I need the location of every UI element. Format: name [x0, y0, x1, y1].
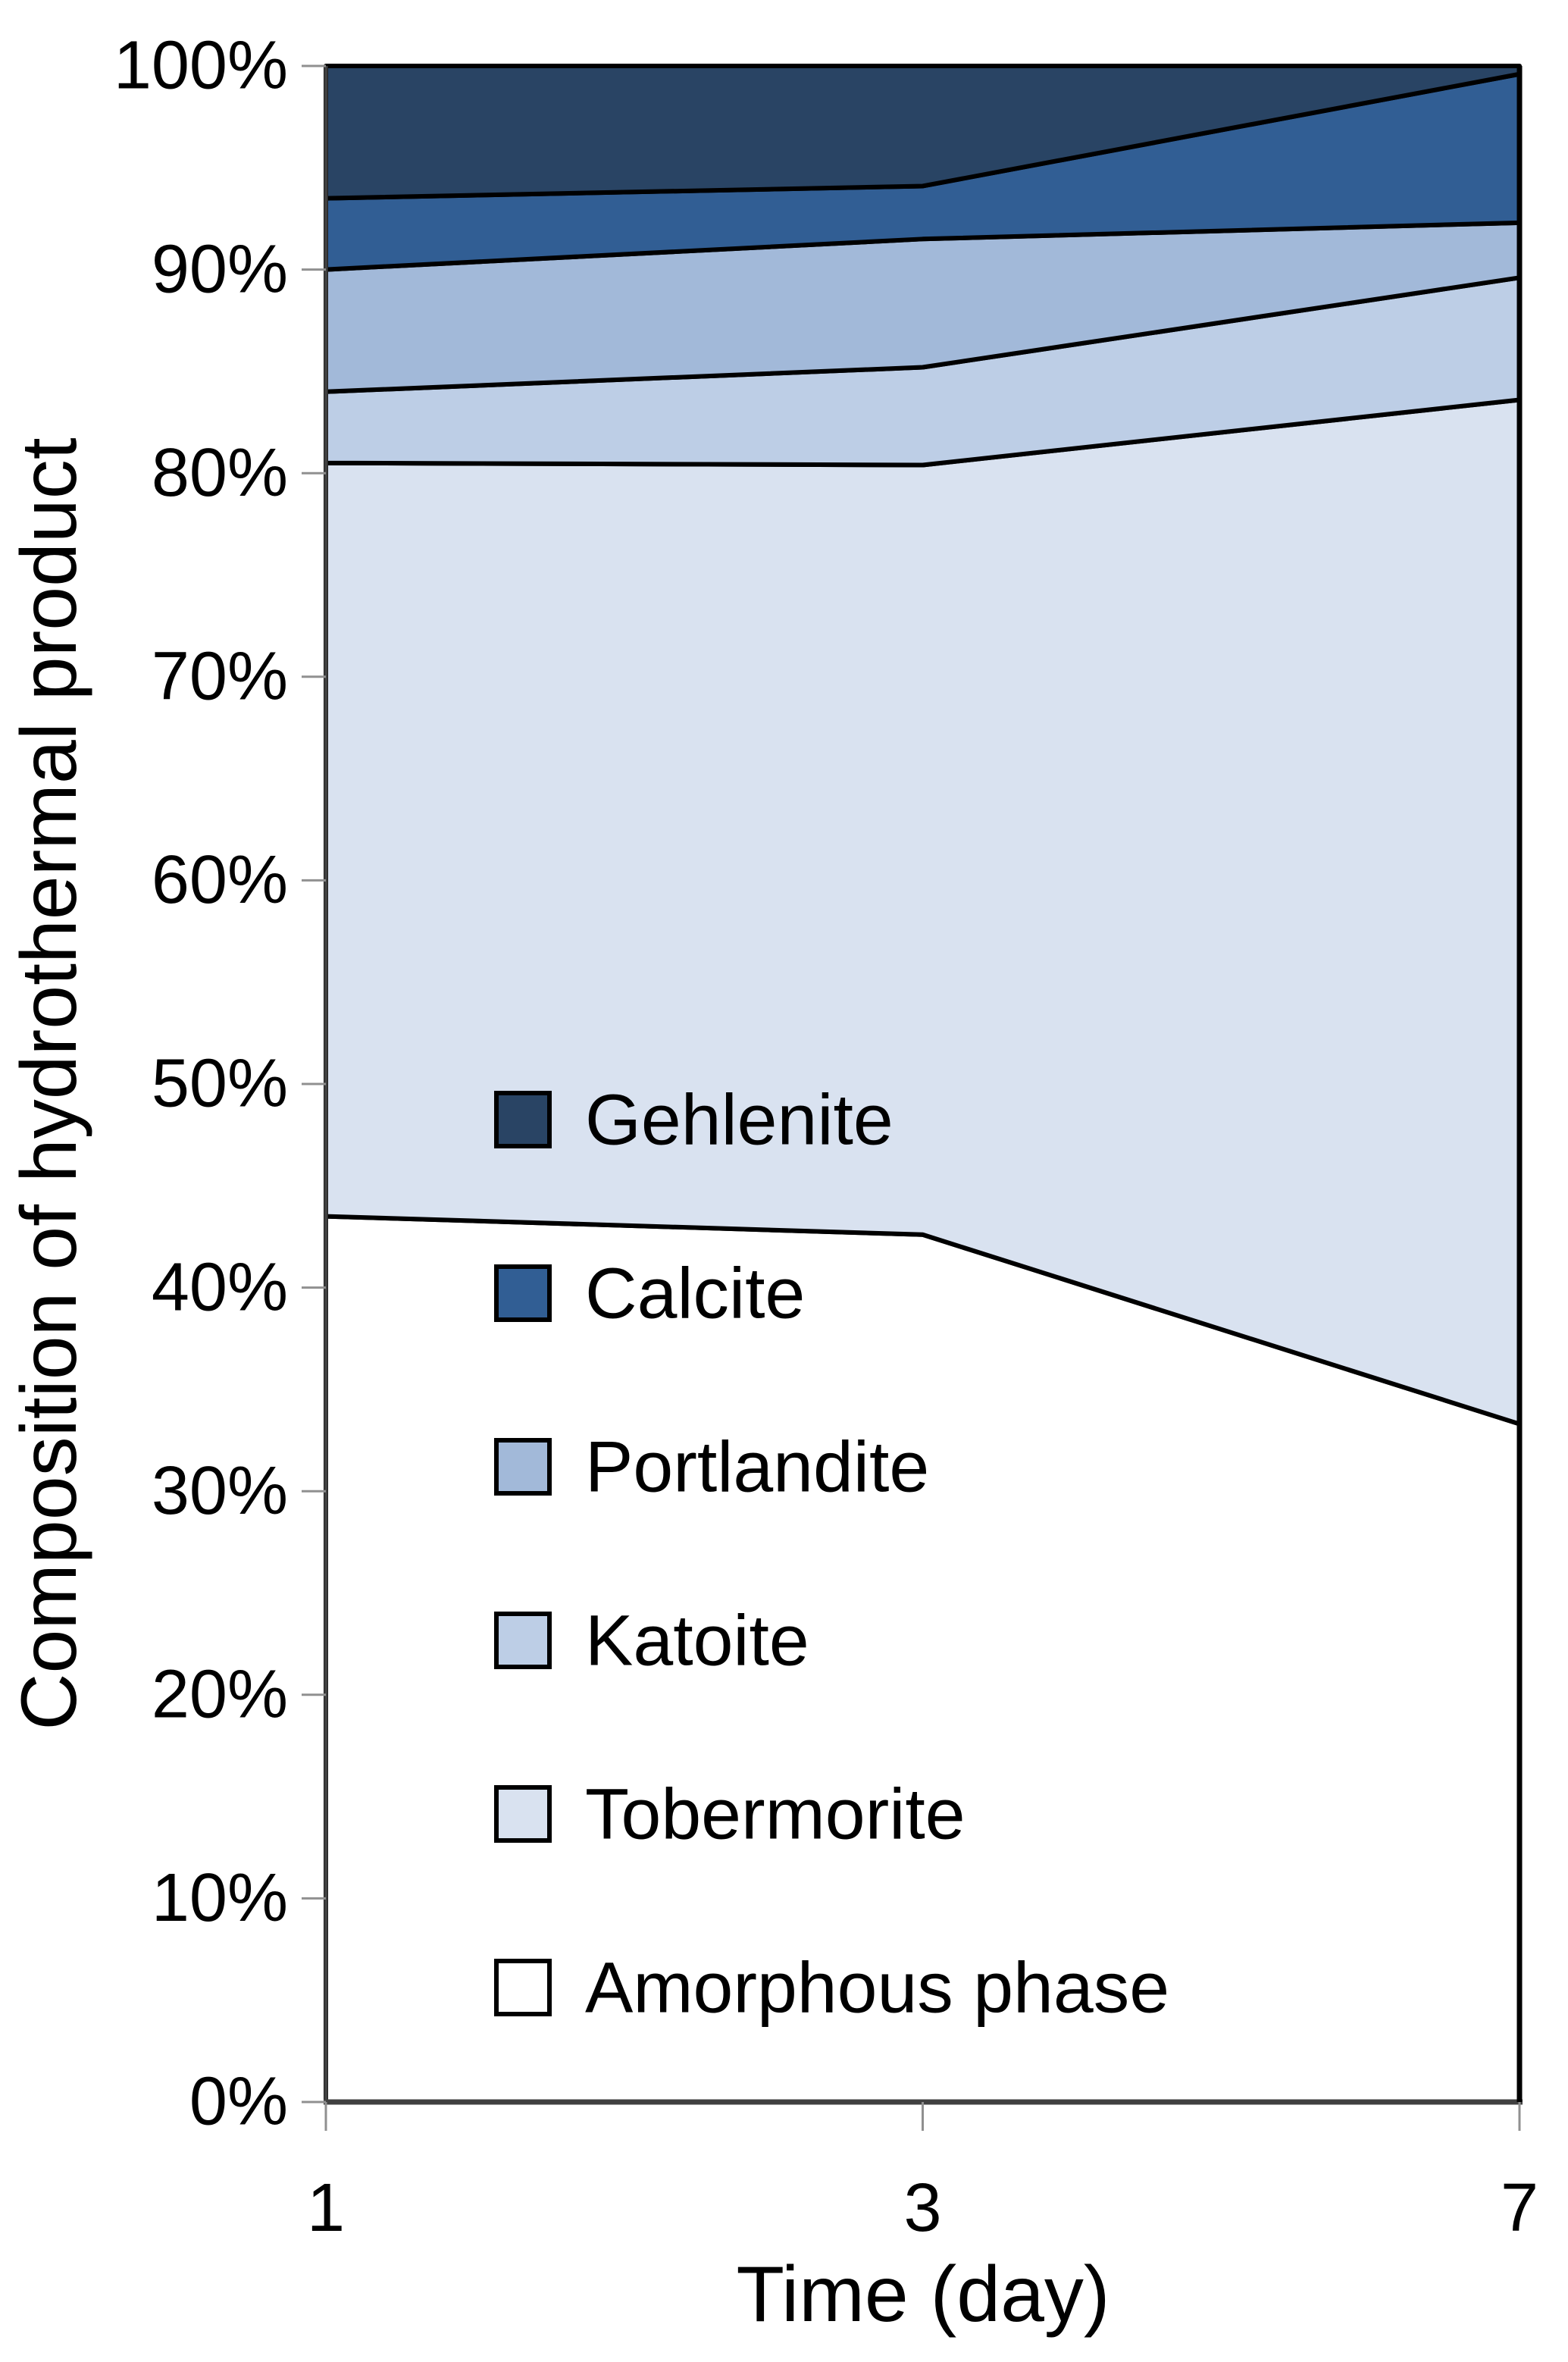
legend-label-katoite: Katoite: [585, 1600, 809, 1681]
x-axis-title: Time (day): [736, 2251, 1109, 2339]
y-axis-title: Composition of hydrothermal product: [5, 437, 93, 1730]
chart-bands: [324, 64, 1522, 2104]
y-tick-label-30: 30%: [152, 1453, 288, 1529]
legend-item-portlandite: Portlandite: [494, 1427, 929, 1507]
legend-item-katoite: Katoite: [494, 1600, 809, 1681]
legend-item-amorphous-phase: Amorphous phase: [494, 1947, 1169, 2028]
legend-label-portlandite: Portlandite: [585, 1427, 929, 1507]
chart-legend: Gehlenite Calcite Portlandite Katoite Toberm…: [494, 1079, 1169, 2028]
y-tick-label-100: 100%: [114, 28, 288, 104]
legend-swatch-katoite-icon: [494, 1612, 552, 1669]
legend-label-tobermorite: Tobermorite: [585, 1774, 966, 1854]
x-tick-label-3: 3: [903, 2170, 941, 2246]
y-tick-label-10: 10%: [152, 1860, 288, 1936]
x-tick-label-1: 1: [307, 2170, 345, 2246]
x-tick-label-7: 7: [1501, 2170, 1538, 2246]
legend-label-gehlenite: Gehlenite: [585, 1079, 894, 1160]
legend-swatch-tobermorite-icon: [494, 1785, 552, 1843]
legend-label-calcite: Calcite: [585, 1253, 805, 1333]
y-tick-label-80: 80%: [152, 435, 288, 511]
y-tick-label-0: 0%: [189, 2064, 288, 2140]
y-tick-label-40: 40%: [152, 1249, 288, 1325]
y-tick-label-50: 50%: [152, 1046, 288, 1122]
legend-swatch-gehlenite-icon: [494, 1091, 552, 1148]
y-tick-label-70: 70%: [152, 639, 288, 715]
legend-item-tobermorite: Tobermorite: [494, 1774, 966, 1854]
legend-label-amorphous-phase: Amorphous phase: [585, 1947, 1169, 2028]
legend-item-gehlenite: Gehlenite: [494, 1079, 894, 1160]
legend-swatch-portlandite-icon: [494, 1438, 552, 1496]
y-tick-label-20: 20%: [152, 1657, 288, 1733]
chart-tick-labels: 0% 10% 20% 30% 40% 50% 60% 70% 80% 90% 100% 1 3 7: [114, 28, 1538, 2246]
y-tick-label-90: 90%: [152, 231, 288, 307]
legend-swatch-calcite-icon: [494, 1264, 552, 1322]
legend-item-calcite: Calcite: [494, 1253, 805, 1333]
chart-ticks: [302, 64, 1521, 2131]
legend-swatch-amorphous-phase-icon: [494, 1959, 552, 2016]
y-tick-label-60: 60%: [152, 842, 288, 918]
